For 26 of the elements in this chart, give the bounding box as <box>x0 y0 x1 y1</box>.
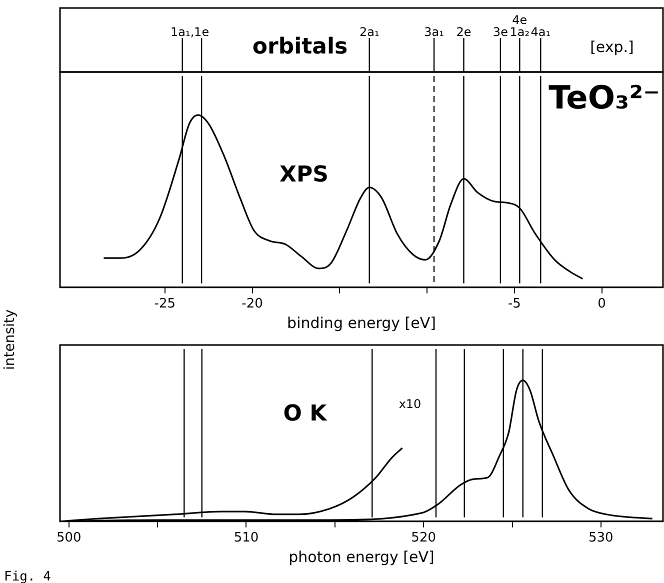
text: orbitals <box>252 34 348 60</box>
text: [exp.] <box>590 38 634 56</box>
ref-line-label: 1e <box>194 25 210 39</box>
ref-line-label: 2a₁ <box>359 25 380 39</box>
x-tick-label: 530 <box>588 530 614 546</box>
annotation: O K <box>283 402 328 427</box>
annotation: x10 <box>398 397 422 412</box>
ref-line-label: 1a₁, <box>170 25 194 39</box>
ref-line-label: 4e 1a₂ <box>510 13 530 39</box>
ref-line-label: 4a₁ <box>530 25 551 39</box>
x-tick-label: 0 <box>598 296 606 312</box>
x-tick-label: 520 <box>411 530 436 546</box>
annotation: TeO₃²⁻ <box>548 78 660 116</box>
ref-line-label: 2e <box>456 25 472 39</box>
annotation: XPS <box>280 162 328 188</box>
x-tick-label: 510 <box>234 530 259 546</box>
x-tick-label: -20 <box>242 296 263 312</box>
ref-line-label: 3e <box>492 25 508 39</box>
x-tick-label: -25 <box>154 296 176 312</box>
x-axis-title: binding energy [eV] <box>287 314 436 332</box>
x-tick-label: 500 <box>56 530 82 546</box>
ref-line-label: 3a₁ <box>424 25 444 39</box>
x-axis-title: photon energy [eV] <box>288 548 434 566</box>
y-axis-title: intensity <box>2 309 18 370</box>
caption: Fig. 4 <box>4 569 52 583</box>
x-tick-label: -5 <box>508 296 521 312</box>
